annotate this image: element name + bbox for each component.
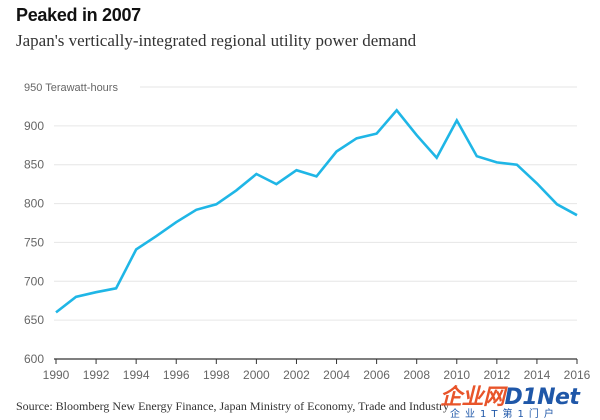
x-tick-label: 1992 — [83, 368, 110, 382]
x-tick-label: 2010 — [443, 368, 470, 382]
y-tick-label: 850 — [24, 158, 44, 172]
y-tick-label: 800 — [24, 197, 44, 211]
watermark-logo: 企业网D1Net 企业1T第1门户 — [440, 379, 598, 420]
gridlines — [54, 86, 578, 364]
watermark-text-cn: 企业网 — [440, 385, 505, 410]
x-tick-label: 1990 — [43, 368, 70, 382]
series-line — [55, 108, 578, 314]
watermark-text-en: D1Net — [504, 385, 580, 410]
y-tick-label: 600 — [24, 352, 44, 366]
x-tick-labels: 1990 1992 1994 1996 1998 2000 2002 2004 2006 2008… — [43, 368, 591, 382]
y-tick-label: 950 Terawatt-hours — [24, 82, 118, 94]
watermark-subtext: 企业1T第1门户 — [450, 409, 559, 420]
source-note: Source: Bloomberg New Energy Finance, Ja… — [16, 399, 450, 413]
y-tick-label: 650 — [24, 313, 44, 327]
x-tick-label: 1996 — [163, 368, 190, 382]
series-layer — [55, 108, 578, 314]
x-tick-label: 2008 — [403, 368, 430, 382]
chart-title: Peaked in 2007 — [16, 5, 141, 25]
x-tick-label: 2004 — [323, 368, 350, 382]
x-tick-label: 2006 — [363, 368, 390, 382]
y-tick-labels: 600 650 700 750 800 850 900 950 Terawatt-hours — [24, 82, 118, 366]
x-tick-label: 2000 — [243, 368, 270, 382]
x-tick-label: 1998 — [203, 368, 230, 382]
y-tick-label: 700 — [24, 274, 44, 288]
y-tick-label: 750 — [24, 235, 44, 249]
x-tick-label: 1994 — [123, 368, 150, 382]
x-tick-label: 2002 — [283, 368, 310, 382]
x-tick-label: 2012 — [483, 368, 510, 382]
y-tick-label: 900 — [24, 119, 44, 133]
x-tick-label: 2016 — [564, 368, 591, 382]
x-tick-label: 2014 — [524, 368, 551, 382]
chart-subtitle: Japan's vertically-integrated regional u… — [16, 31, 417, 50]
